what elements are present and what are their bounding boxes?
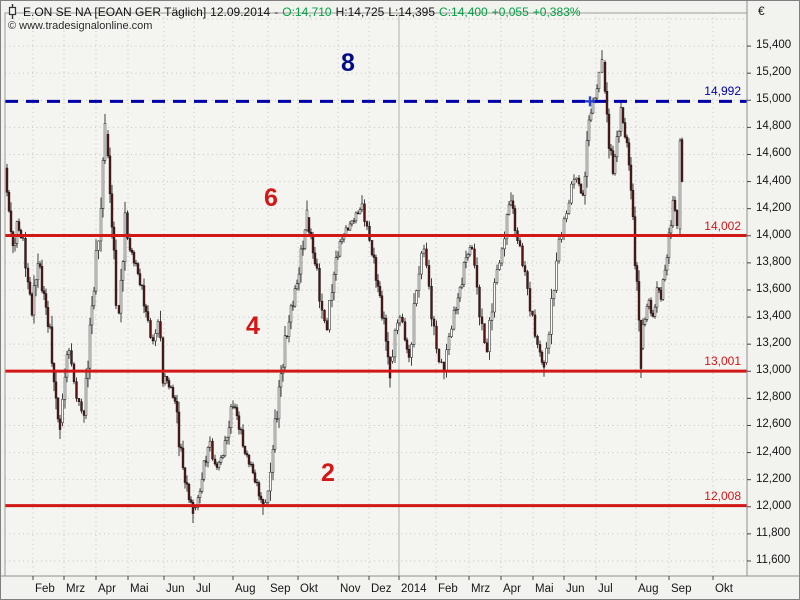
level-label-12_008[interactable]: 12,008 bbox=[704, 488, 741, 503]
time-axis-label: Jun bbox=[166, 583, 185, 595]
wave-count-label-2[interactable]: 2 bbox=[321, 459, 335, 487]
price-axis-label: 15,400 bbox=[756, 39, 792, 52]
price-axis-label: 13,000 bbox=[756, 364, 792, 377]
title-dash: - bbox=[274, 4, 279, 19]
price-axis-label: 14,600 bbox=[756, 147, 792, 160]
level-label-14_002[interactable]: 14,002 bbox=[704, 218, 741, 233]
quote-change: +0,055 bbox=[491, 4, 529, 19]
price-axis-label: 13,400 bbox=[756, 310, 792, 323]
quote-open: O:14,710 bbox=[282, 4, 332, 19]
wave-count-label-8[interactable]: 8 bbox=[341, 49, 355, 77]
quote-date: 12.09.2014 bbox=[210, 4, 271, 19]
time-axis-label: Dez bbox=[371, 583, 392, 595]
price-axis-label: 14,400 bbox=[756, 174, 792, 187]
price-axis[interactable]: 15,400 15,200 15,000 14,800 14,600 14,400 14,2… bbox=[747, 1, 799, 576]
price-axis-label: 12,800 bbox=[756, 391, 792, 404]
price-axis-label: 14,000 bbox=[756, 228, 792, 241]
time-axis-label: Apr bbox=[503, 583, 521, 595]
wave-count-label-6[interactable]: 6 bbox=[264, 184, 278, 212]
time-axis-label: Nov bbox=[340, 583, 361, 595]
price-axis-label: 12,000 bbox=[756, 499, 792, 512]
level-label-13_001[interactable]: 13,001 bbox=[704, 354, 741, 369]
price-axis-label: 13,200 bbox=[756, 337, 792, 350]
wave-count-label-4[interactable]: 4 bbox=[246, 312, 260, 340]
time-axis-label: Okt bbox=[300, 583, 318, 595]
price-axis-label: 12,600 bbox=[756, 418, 792, 431]
price-axis-label: 14,200 bbox=[756, 201, 792, 214]
price-axis-label: 14,800 bbox=[756, 120, 792, 133]
quote-high: H:14,725 bbox=[335, 4, 385, 19]
time-axis-label: Apr bbox=[98, 583, 116, 595]
price-axis-label: 13,600 bbox=[756, 282, 792, 295]
time-axis-label: Okt bbox=[715, 583, 733, 595]
time-axis-label: Sep bbox=[270, 583, 291, 595]
time-axis-label: Feb bbox=[438, 583, 458, 595]
time-axis-label: Feb bbox=[35, 583, 55, 595]
time-axis-label: Jul bbox=[598, 583, 613, 595]
level-label-14_992[interactable]: 14,992 bbox=[704, 84, 741, 99]
time-axis-label: 2014 bbox=[401, 583, 427, 595]
time-axis-label: Aug bbox=[638, 583, 659, 595]
candlestick-chart-icon bbox=[8, 4, 17, 19]
time-axis-label: Jun bbox=[566, 583, 585, 595]
time-axis-label: Jul bbox=[196, 583, 211, 595]
candlestick-series bbox=[5, 50, 684, 524]
price-axis-label: 15,000 bbox=[756, 93, 792, 106]
price-axis-label: 11,800 bbox=[756, 526, 791, 539]
plot-area[interactable] bbox=[5, 13, 747, 576]
time-axis-label: Aug bbox=[235, 583, 256, 595]
time-axis-label: Mrz bbox=[471, 583, 491, 595]
price-axis-label: 12,200 bbox=[756, 472, 792, 485]
quote-change-pct: +0,383% bbox=[532, 4, 581, 19]
price-axis-label: 11,600 bbox=[756, 553, 791, 566]
price-axis-label: 12,400 bbox=[756, 445, 792, 458]
title-bar: E.ON SE NA [EOAN GER Täglich] 12.09.2014… bbox=[8, 4, 581, 19]
currency-symbol: € bbox=[758, 4, 765, 18]
time-axis-label: Mrz bbox=[66, 583, 86, 595]
time-axis-label: Mai bbox=[535, 583, 554, 595]
time-axis[interactable]: Feb Mrz Apr Mai Jun Jul Aug Sep Okt Nov Dez 2014 Feb… bbox=[1, 576, 799, 599]
quote-low: L:14,395 bbox=[388, 4, 436, 19]
price-axis-label: 15,200 bbox=[756, 66, 792, 79]
time-axis-label: Mai bbox=[130, 583, 149, 595]
quote-close: C:14,400 bbox=[439, 4, 488, 19]
price-axis-label: 13,800 bbox=[756, 255, 792, 268]
instrument-title: E.ON SE NA [EOAN GER Täglich] bbox=[23, 4, 207, 19]
watermark: © www.tradesignalonline.com bbox=[8, 20, 153, 32]
time-axis-label: Sep bbox=[671, 583, 692, 595]
